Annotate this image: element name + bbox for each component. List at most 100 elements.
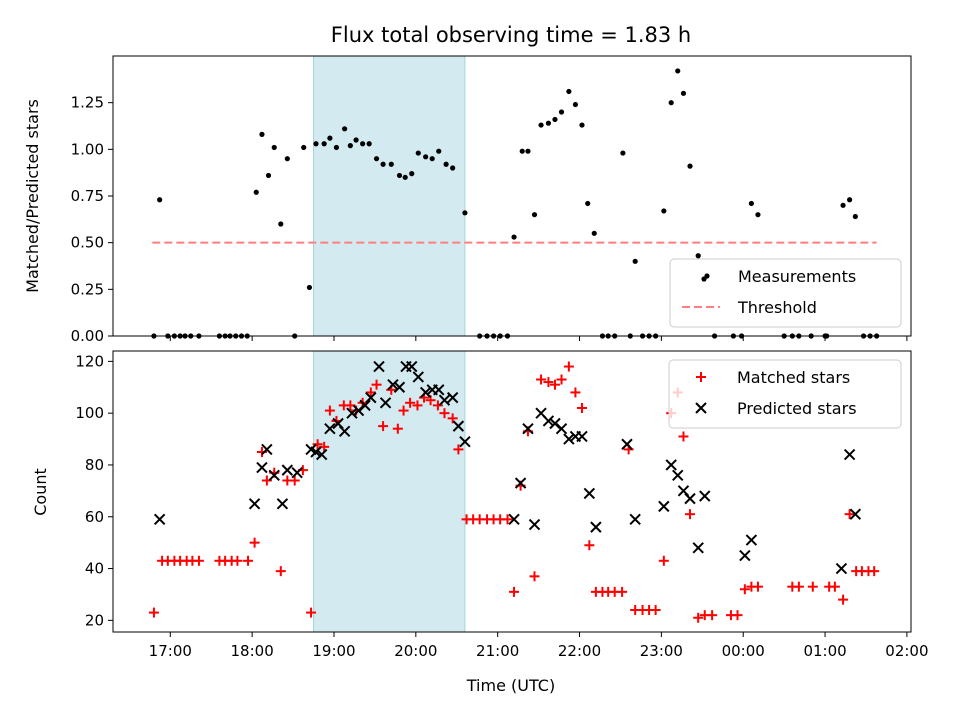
legend-box [669,258,902,328]
measurement-point [347,143,353,149]
matched-stars-point [289,475,300,486]
predicted-stars-point [346,407,358,419]
y-tick-label: 120 [75,352,104,370]
matched-stars-point [365,387,376,398]
y-tick-label: 0.25 [71,280,104,298]
predicted-stars-point [276,498,289,510]
measurement-point [306,284,313,291]
legend-predicted-swatch [695,402,707,414]
measurement-point [687,163,693,169]
predicted-stars-point [316,448,328,461]
measurement-point [313,141,319,147]
measurement-point [538,122,544,128]
matched-stars-point [576,402,587,413]
matched-stars-point [312,439,323,450]
predicted-stars-point [699,490,711,502]
predicted-stars-point [387,378,399,391]
measurement-point [680,90,687,96]
predicted-stars-point [528,518,541,531]
measurement-point [301,144,307,151]
measurement-point [566,88,572,95]
predicted-stars-point [849,508,862,520]
predicted-stars-point [373,360,385,373]
predicted-stars-point [621,438,633,450]
predicted-stars-point [576,430,588,443]
x-tick-label: 00:00 [722,642,765,660]
measurement-point [462,210,468,216]
bottom-series [148,360,880,623]
predicted-stars-point [261,443,273,456]
predicted-stars-point [739,549,751,562]
predicted-stars-point [406,360,418,373]
predicted-stars-point [522,422,534,435]
matched-stars-point [232,555,243,566]
predicted-stars-point [446,391,459,404]
measurement-point [327,135,333,141]
measurement-point [360,141,366,147]
legend-label: Matched stars [737,368,850,387]
measurement-point [748,200,755,207]
matched-stars-point [249,537,260,548]
predicted-stars-point [153,513,166,526]
matched-stars-point [371,379,382,390]
matched-stars-point [829,581,840,592]
predicted-stars-point [310,446,322,458]
measurement-point [840,202,846,208]
measurement-point [531,212,538,218]
x-tick-label: 23:00 [640,642,683,660]
bottom-plot-frame [112,350,912,633]
measurement-point [668,100,674,106]
matched-stars-point [693,612,704,623]
legend-measurements-swatch [701,273,710,282]
bottom-panel: 17:00 18:00 19:00 20:00 21:00 22:00 23:00 00:00… [31,350,929,695]
measurement-point [353,137,359,143]
matched-stars-point [869,566,880,577]
predicted-stars-point [563,433,575,445]
legend-matched-swatch [696,372,706,382]
predicted-stars-point [268,469,280,482]
matched-stars-point [549,379,560,390]
measurement-point [852,213,858,220]
measurement-point [423,154,429,160]
matched-stars-point [529,571,540,582]
matched-stars-point [275,566,286,577]
measurement-point [585,200,591,207]
measurement-point [675,68,681,74]
measurement-point [415,150,421,156]
predicted-stars-point [359,399,371,412]
predicted-stars-point [291,467,303,479]
matched-stars-point [807,581,818,592]
measurement-point [396,172,403,179]
measurement-point [284,156,290,162]
matched-stars-point [556,374,567,385]
measurement-point [366,141,372,147]
y-tick-label: 1.25 [71,94,104,112]
legend-label: Measurements [738,267,856,286]
x-tick-label: 17:00 [149,642,192,660]
matched-stars-point [447,413,458,424]
matched-stars-point [658,555,669,566]
predicted-stars-point [843,448,856,461]
matched-stars-point [543,377,554,388]
matched-stars-point [563,361,574,372]
x-axis-label: Time (UTC) [466,676,555,695]
x-tick-label: 21:00 [476,642,519,660]
predicted-stars-point [555,422,568,435]
measurement-point [157,197,163,203]
x-tick-label: 18:00 [231,642,274,660]
matched-stars-point [502,514,513,525]
measurement-point [342,126,348,132]
predicted-stars-point [338,425,351,437]
observing-interval-shade [313,55,466,337]
measurement-point [429,156,435,162]
measurement-point [572,101,579,108]
predicted-stars-point [542,415,555,427]
measurement-point [333,144,340,151]
top-y-axis-label: Matched/Predicted stars [23,99,42,293]
measurement-point [525,148,531,154]
measurement-point [380,161,386,167]
measurement-point [271,144,277,151]
matched-stars-point [412,400,423,411]
chart-title: Flux total observing time = 1.83 h [331,23,691,47]
measurement-point [409,171,415,177]
